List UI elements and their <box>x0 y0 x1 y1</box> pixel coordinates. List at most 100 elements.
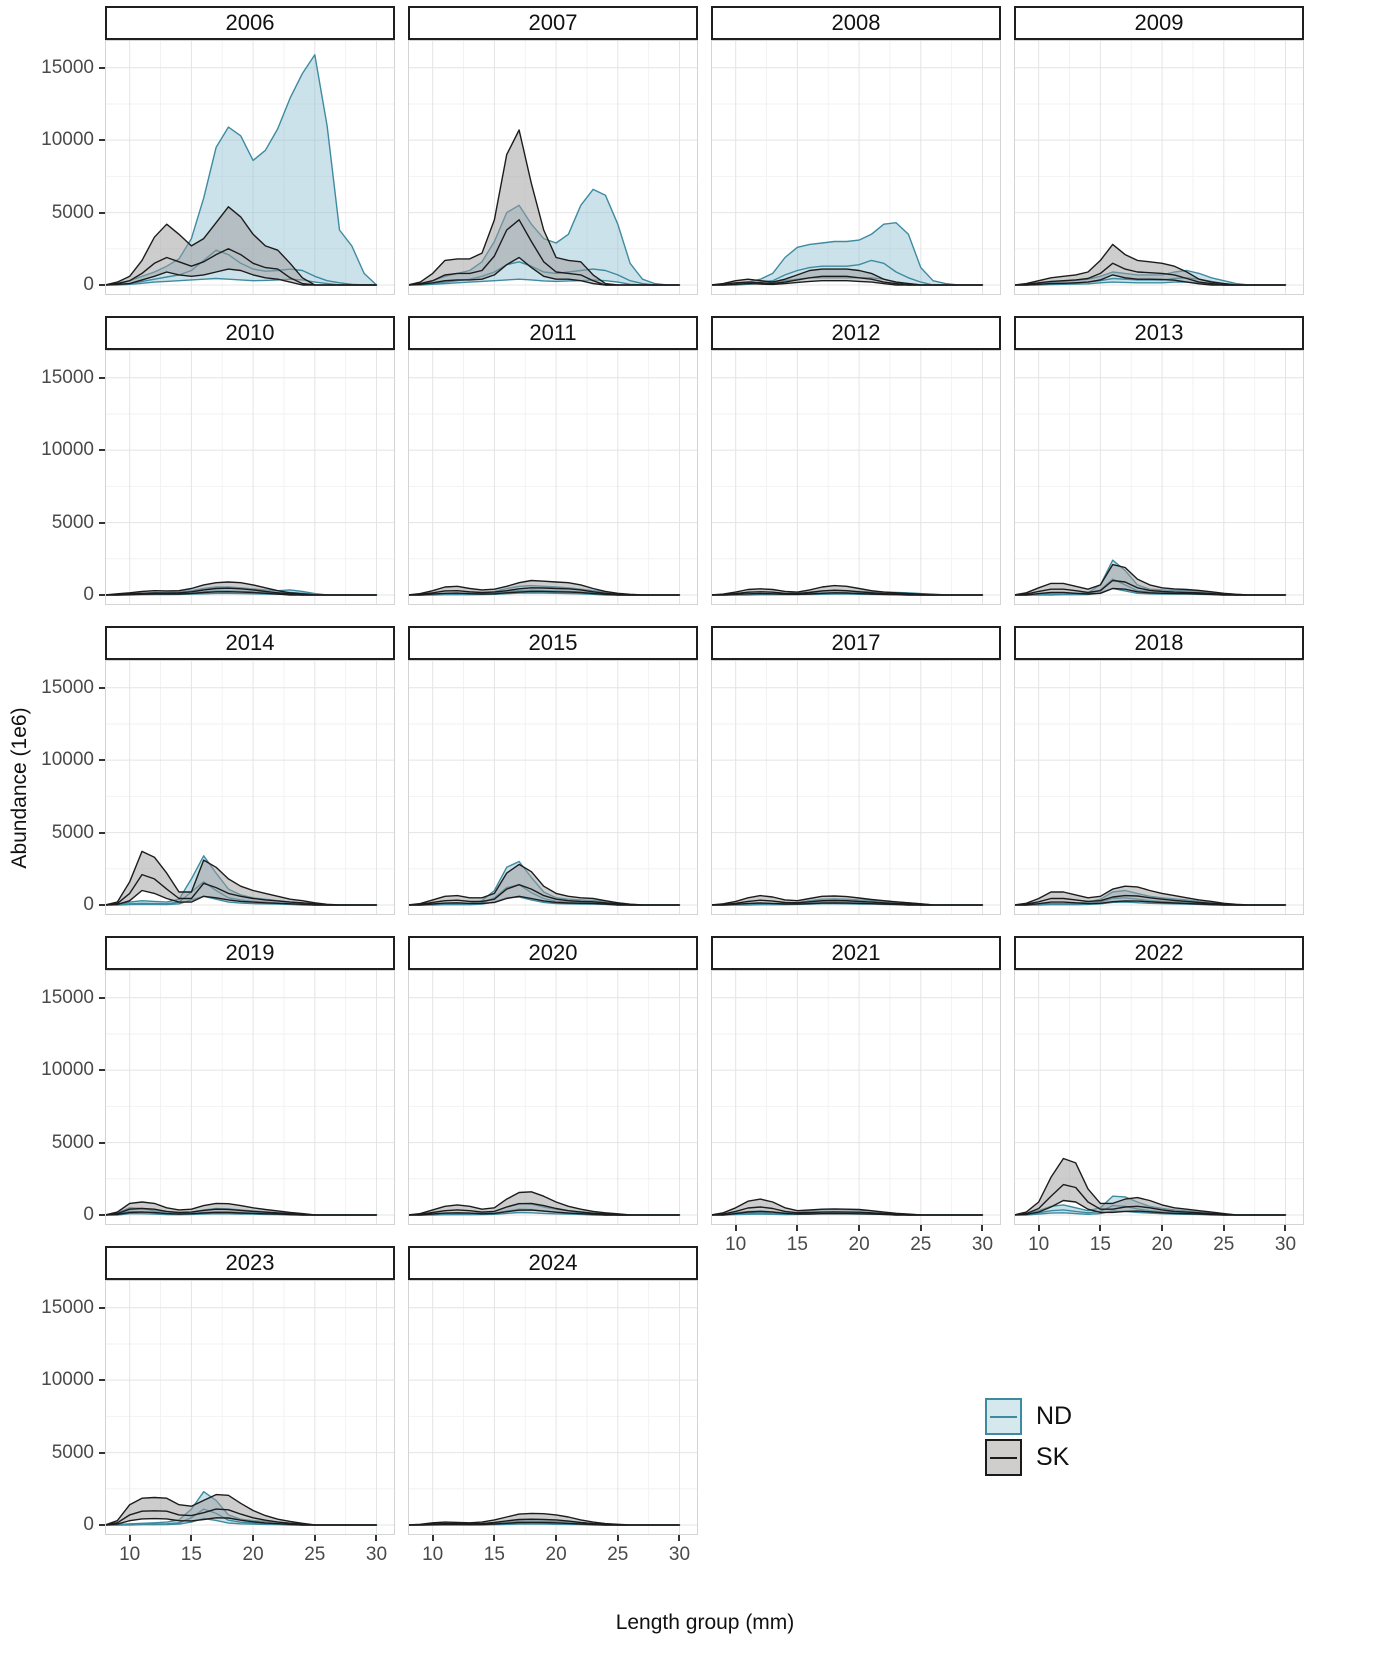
facet-strip-2021: 2021 <box>711 936 1001 970</box>
facet-strip-label: 2017 <box>831 630 881 655</box>
facet-panel-holder-2012 <box>710 350 1001 605</box>
x-tick-label: 30 <box>971 1234 994 1255</box>
x-tick-mark <box>375 1535 378 1541</box>
legend: ND SK <box>985 1398 1072 1476</box>
facet-strip-label: 2015 <box>528 630 578 655</box>
legend-swatch-nd <box>985 1398 1022 1435</box>
x-tick-label: 15 <box>483 1544 505 1565</box>
facet-strip-2017: 2017 <box>711 626 1001 660</box>
facet-strip-label: 2020 <box>528 940 578 965</box>
y-tick-mark <box>99 1141 105 1144</box>
y-tick-label: 5000 <box>51 201 94 223</box>
x-axis-title: Length group (mm) <box>615 1611 795 1634</box>
sk-median-line <box>104 248 377 286</box>
facet-panel-2008 <box>710 40 1001 295</box>
facet-panel-holder-2009 <box>1013 40 1304 295</box>
facet-panel-holder-2015 <box>407 660 698 915</box>
facet-panel-holder-2014 <box>104 660 395 915</box>
x-tick-label: 15 <box>1089 1234 1111 1255</box>
facet-panel-holder-2013 <box>1013 350 1304 605</box>
facet-strip-2013: 2013 <box>1014 316 1304 350</box>
facet-panel-2023 <box>104 1280 395 1535</box>
facet-strip-2014: 2014 <box>105 626 395 660</box>
panel-border <box>1014 350 1304 605</box>
y-tick-label: 15000 <box>41 366 94 388</box>
y-tick-mark <box>99 594 105 596</box>
facet-panel-holder-2011 <box>407 350 698 605</box>
y-tick-mark <box>99 686 105 689</box>
x-tick-label: 30 <box>1274 1234 1297 1255</box>
panel-border <box>408 660 698 915</box>
legend-median-line-icon <box>990 1456 1017 1459</box>
sk-median-line <box>407 219 680 286</box>
x-tick-label: 25 <box>304 1544 326 1565</box>
x-tick-label: 15 <box>180 1544 202 1565</box>
facet-strip-2011: 2011 <box>408 316 698 350</box>
y-tick-label: 15000 <box>41 56 94 78</box>
x-tick-label: 30 <box>668 1544 691 1565</box>
panel-border <box>105 40 395 295</box>
x-tick-label: 25 <box>910 1234 932 1255</box>
y-tick-label: 10000 <box>41 749 94 771</box>
panel-border <box>711 970 1001 1225</box>
facet-panel-2014 <box>104 660 395 915</box>
y-tick-label: 0 <box>83 584 94 605</box>
facet-strip-label: 2021 <box>831 940 881 965</box>
facet-panel-holder-2008 <box>710 40 1001 295</box>
facet-panel-2018 <box>1013 660 1304 915</box>
x-tick-mark <box>1284 1225 1287 1231</box>
facet-panel-2024 <box>407 1280 698 1535</box>
facet-strip-2012: 2012 <box>711 316 1001 350</box>
panel-border <box>105 660 395 915</box>
x-tick-mark <box>616 1535 619 1541</box>
facet-panel-holder-2019 <box>104 970 395 1225</box>
facet-strip-2008: 2008 <box>711 6 1001 40</box>
sk-median-line <box>407 884 680 906</box>
x-tick-label: 10 <box>119 1544 141 1565</box>
facet-strip-2019: 2019 <box>105 936 395 970</box>
facet-strip-label: 2023 <box>225 1250 275 1275</box>
x-tick-label: 20 <box>545 1544 567 1565</box>
panel-border <box>1014 40 1304 295</box>
facet-panel-holder-2020 <box>407 970 698 1225</box>
y-tick-mark <box>99 831 105 834</box>
facet-strip-label: 2012 <box>831 320 881 345</box>
facet-panel-holder-2018 <box>1013 660 1304 915</box>
y-tick-label: 15000 <box>41 986 94 1008</box>
y-tick-mark <box>99 284 105 286</box>
y-tick-mark <box>99 1306 105 1309</box>
facet-strip-2009: 2009 <box>1014 6 1304 40</box>
x-tick-mark <box>128 1535 131 1541</box>
panel-border <box>408 40 698 295</box>
panel-border <box>408 970 698 1225</box>
x-tick-label: 30 <box>365 1544 388 1565</box>
y-tick-label: 0 <box>83 1204 94 1225</box>
sk-median-line <box>710 899 983 906</box>
sk-median-line <box>407 1202 680 1216</box>
x-tick-mark <box>190 1535 193 1541</box>
x-tick-label: 20 <box>1151 1234 1173 1255</box>
facet-panel-2017 <box>710 660 1001 915</box>
panel-border <box>1014 660 1304 915</box>
x-tick-mark <box>431 1535 434 1541</box>
y-tick-mark <box>99 1451 105 1454</box>
x-tick-label: 10 <box>1028 1234 1050 1255</box>
sk-median-line <box>104 587 377 596</box>
x-tick-label: 25 <box>607 1544 629 1565</box>
y-tick-mark <box>99 66 105 69</box>
facet-panel-2013 <box>1013 350 1304 605</box>
x-tick-mark <box>555 1535 558 1541</box>
facet-panel-2012 <box>710 350 1001 605</box>
x-tick-mark <box>1037 1225 1040 1231</box>
facet-panel-holder-2024 <box>407 1280 698 1535</box>
x-tick-mark <box>919 1225 922 1231</box>
x-tick-mark <box>1161 1225 1164 1231</box>
sk-median-line <box>710 589 983 596</box>
panel-border <box>1014 970 1304 1225</box>
x-tick-label: 20 <box>242 1544 264 1565</box>
legend-item-sk: SK <box>985 1439 1072 1476</box>
sk-median-line <box>1013 579 1286 596</box>
x-tick-mark <box>981 1225 984 1231</box>
facet-panel-2011 <box>407 350 698 605</box>
